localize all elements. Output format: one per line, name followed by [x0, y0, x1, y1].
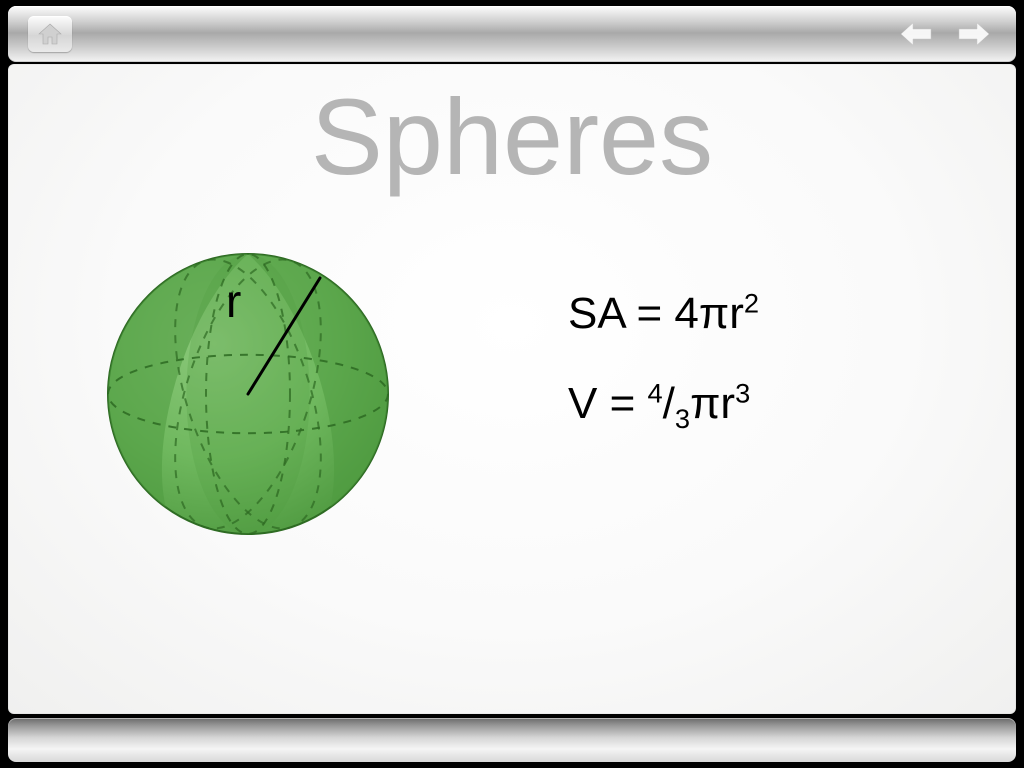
v-lhs: V = — [568, 379, 648, 428]
v-den: 3 — [675, 403, 690, 434]
formula-block: SA = 4πr2 V = 4/3πr3 — [568, 289, 759, 469]
slide-content: Spheres r SA = 4πr2 V = 4/3πr3 — [8, 64, 1016, 714]
bottom-toolbar — [8, 718, 1016, 762]
arrow-right-icon — [957, 20, 991, 48]
volume-formula: V = 4/3πr3 — [568, 379, 759, 429]
sa-exp: 2 — [744, 287, 759, 318]
arrow-left-icon — [899, 20, 933, 48]
sphere-diagram — [98, 244, 398, 544]
sa-lhs: SA = 4πr — [568, 289, 744, 338]
next-button[interactable] — [954, 14, 994, 54]
v-tail: πr — [690, 379, 735, 428]
nav-arrows — [896, 14, 994, 54]
v-num: 4 — [648, 377, 663, 408]
v-exp: 3 — [735, 377, 750, 408]
radius-label: r — [226, 274, 241, 328]
v-slash: / — [663, 379, 675, 428]
slide-title: Spheres — [8, 74, 1016, 199]
home-button[interactable] — [28, 16, 72, 52]
top-toolbar — [8, 6, 1016, 62]
surface-area-formula: SA = 4πr2 — [568, 289, 759, 339]
home-icon — [37, 22, 63, 46]
prev-button[interactable] — [896, 14, 936, 54]
presentation-viewport: Spheres r SA = 4πr2 V = 4/3πr3 — [0, 0, 1024, 768]
